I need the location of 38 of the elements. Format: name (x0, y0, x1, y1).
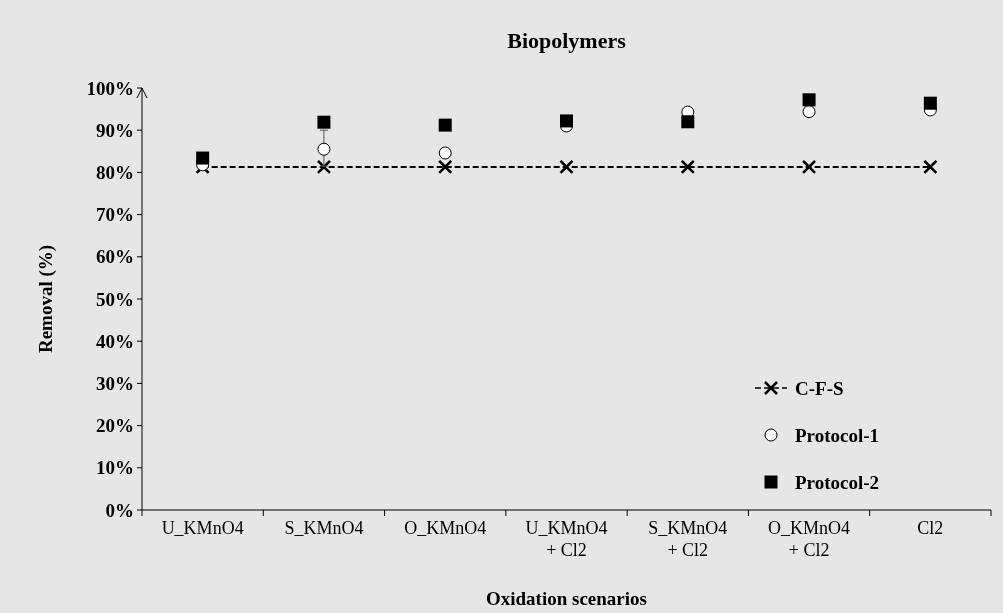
legend-label: Protocol-2 (795, 471, 880, 493)
x-tick-label: U_KMnO4 + Cl2 (525, 518, 608, 560)
y-tick-label: 100% (86, 77, 134, 99)
x-tick-label: S_KMnO4 (284, 518, 364, 538)
point (438, 118, 452, 132)
y-tick-label: 20% (96, 415, 134, 437)
point (317, 142, 331, 156)
point (681, 115, 695, 129)
y-tick-label: 60% (96, 246, 134, 268)
y-tick-label: 70% (96, 204, 134, 226)
point (196, 151, 210, 165)
point (802, 105, 816, 119)
y-tick-label: 90% (96, 119, 134, 141)
point (560, 114, 573, 128)
point (680, 160, 695, 174)
point (438, 146, 452, 160)
point (923, 96, 937, 110)
y-tick-label: 40% (96, 330, 134, 352)
y-tick-label: 0% (105, 499, 134, 521)
chart-title: Biopolymers (507, 28, 627, 53)
point (802, 93, 816, 107)
x-tick-label: O_KMnO4 + Cl2 (768, 518, 851, 560)
legend-label: C-F-S (795, 377, 844, 399)
point (438, 160, 453, 174)
x-tick-label: S_KMnO4 + Cl2 (648, 518, 728, 560)
legend-label: Protocol-1 (795, 424, 880, 446)
x-axis-title: Oxidation scenarios (486, 588, 647, 609)
point (923, 160, 938, 174)
point (559, 160, 574, 174)
y-tick-label: 30% (96, 373, 134, 395)
y-axis-title: Removal (%) (35, 244, 57, 354)
y-tick-label: 10% (96, 457, 134, 479)
y-tick-label: 80% (96, 162, 134, 184)
x-tick-label: U_KMnO4 (161, 518, 244, 538)
x-tick-label: O_KMnO4 (404, 518, 487, 538)
x-tick-label: Cl2 (917, 518, 944, 538)
y-tick-label: 50% (96, 288, 134, 310)
point (317, 115, 331, 129)
